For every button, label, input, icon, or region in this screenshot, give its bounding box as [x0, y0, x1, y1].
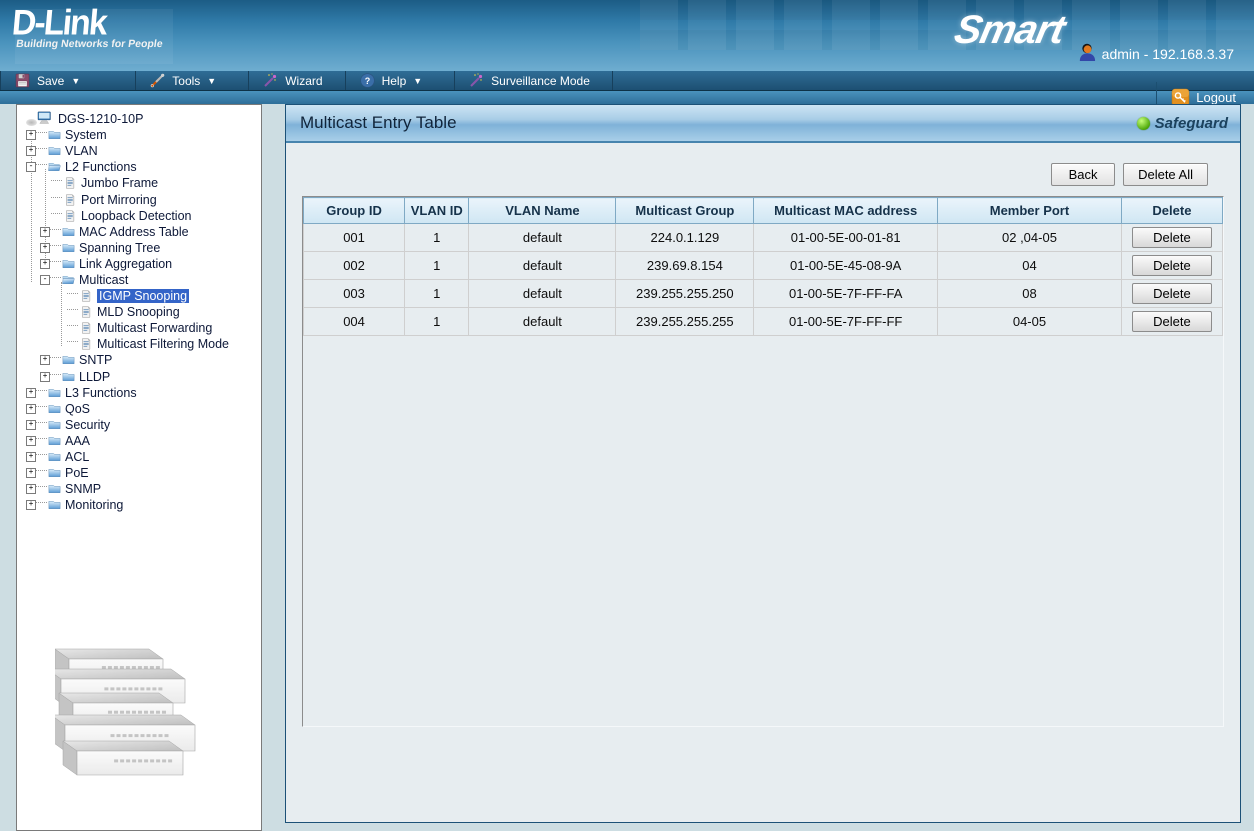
svg-text:?: ? — [364, 76, 370, 86]
